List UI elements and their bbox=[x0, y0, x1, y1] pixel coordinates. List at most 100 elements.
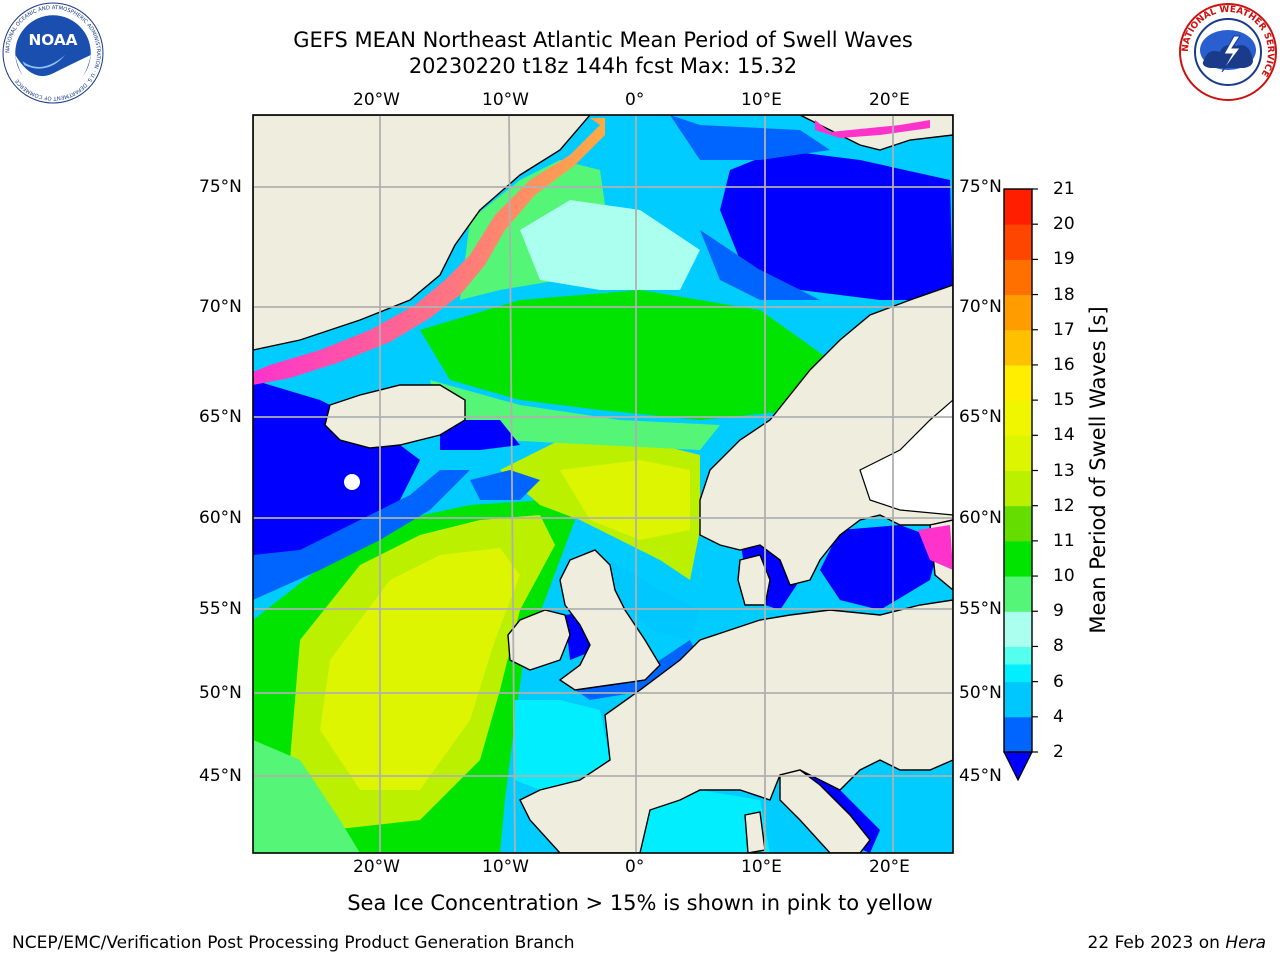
colorbar-tick-label: 4 bbox=[1053, 706, 1064, 727]
colorbar-tick-label: 19 bbox=[1053, 249, 1075, 270]
colorbar-tick-label: 17 bbox=[1053, 319, 1075, 340]
colorbar-bin bbox=[1004, 576, 1032, 612]
colorbar-bin bbox=[1004, 259, 1032, 296]
swell-field-green-band bbox=[253, 740, 360, 853]
lat-label-left-45n: 45°N bbox=[199, 766, 242, 786]
colorbar-label: Mean Period of Swell Waves [s] bbox=[1086, 306, 1110, 634]
colorbar-bin bbox=[1004, 189, 1032, 225]
swell-field-irminger bbox=[253, 380, 420, 560]
colorbar-tick-label: 21 bbox=[1053, 179, 1075, 199]
colorbar-tick-label: 2 bbox=[1053, 742, 1064, 762]
colorbar-bin bbox=[1004, 470, 1032, 507]
land-ireland bbox=[507, 609, 571, 671]
lat-label-right-55n: 55°N bbox=[959, 599, 1002, 619]
land-scandinavia bbox=[699, 284, 953, 586]
swell-field-greenland-sea-light bbox=[520, 200, 700, 290]
colorbar-frame bbox=[1003, 188, 1033, 753]
map-frame bbox=[252, 114, 954, 854]
lat-label-left-70n: 70°N bbox=[199, 297, 242, 317]
colorbar-bin bbox=[1004, 224, 1032, 260]
noaa-logo-text: NOAA bbox=[28, 31, 77, 49]
swell-field-faroe bbox=[470, 470, 540, 500]
lat-label-left-75n: 75°N bbox=[199, 177, 242, 197]
sea-ice-baltic bbox=[918, 525, 953, 570]
lat-label-right-75n: 75°N bbox=[959, 177, 1002, 197]
footer-date-text: 22 Feb 2023 on bbox=[1087, 933, 1226, 953]
swell-field-irminger-edge bbox=[253, 470, 470, 600]
graticule bbox=[253, 115, 953, 853]
swell-field-southern-northsea bbox=[610, 560, 700, 640]
lon-label-bottom-10w: 10°W bbox=[482, 857, 529, 877]
colorbar-tick-label: 8 bbox=[1053, 636, 1064, 657]
lon-label-bottom-0: 0° bbox=[625, 857, 645, 877]
lat-label-left-50n: 50°N bbox=[199, 683, 242, 703]
lon-label-bottom-20e: 20°E bbox=[869, 857, 910, 877]
colorbar-bin bbox=[1004, 540, 1032, 577]
lat-label-right-70n: 70°N bbox=[959, 297, 1002, 317]
lon-label-top-0: 0° bbox=[625, 90, 645, 110]
colorbar-tick-label: 14 bbox=[1053, 425, 1075, 446]
map-subtitle: 20230220 t18z 144h fcst Max: 15.32 bbox=[408, 54, 798, 78]
gulf-of-bothnia bbox=[859, 399, 953, 516]
swell-field-barents-edge bbox=[700, 230, 820, 300]
colorbar-tick-label: 6 bbox=[1053, 671, 1064, 692]
noaa-logo: NOAA NATIONAL OCEANIC AND ATMOSPHERIC AD… bbox=[2, 2, 104, 104]
swell-field-northsea-core bbox=[560, 460, 690, 540]
colorbar-bin bbox=[1004, 400, 1032, 436]
colorbar-bin bbox=[1004, 646, 1032, 665]
colorbar-bin bbox=[1004, 664, 1032, 683]
colorbar-bin bbox=[1004, 435, 1032, 471]
lat-label-left-65n: 65°N bbox=[199, 407, 242, 427]
colorbar-tick-label: 9 bbox=[1053, 601, 1064, 622]
lon-label-top-20e: 20°E bbox=[869, 90, 910, 110]
colorbar-tick-label: 20 bbox=[1053, 214, 1075, 235]
lon-label-bottom-20w: 20°W bbox=[353, 857, 400, 877]
lat-label-left-60n: 60°N bbox=[199, 508, 242, 528]
colorbar-bin bbox=[1004, 611, 1032, 647]
jan-mayen-hole bbox=[344, 474, 360, 490]
colorbar-bin bbox=[1004, 716, 1032, 753]
colorbar bbox=[1004, 188, 1038, 753]
footer-host: Hera bbox=[1225, 933, 1266, 953]
sea-ice-svalbard bbox=[815, 120, 930, 138]
footer-credit: NCEP/EMC/Verification Post Processing Pr… bbox=[12, 933, 575, 953]
lon-label-top-10w: 10°W bbox=[482, 90, 529, 110]
lon-label-bottom-10e: 10°E bbox=[741, 857, 782, 877]
lat-label-left-55n: 55°N bbox=[199, 599, 242, 619]
swell-field-iceland-south bbox=[440, 420, 520, 450]
land-greenland bbox=[253, 115, 591, 351]
colorbar-bin bbox=[1004, 364, 1032, 401]
lat-label-right-65n: 65°N bbox=[959, 407, 1002, 427]
colorbar-tick-label: 11 bbox=[1053, 530, 1075, 551]
sea-ice-note: Sea Ice Concentration > 15% is shown in … bbox=[347, 891, 933, 915]
swell-field-baltic bbox=[820, 525, 940, 610]
swell-field-med-west bbox=[630, 790, 770, 853]
colorbar-tick-label: 18 bbox=[1053, 284, 1075, 305]
land-layer bbox=[253, 115, 953, 853]
swell-field-barents-north bbox=[670, 115, 830, 160]
land-italy bbox=[779, 769, 871, 853]
land-great-britain bbox=[558, 549, 661, 691]
lat-label-right-60n: 60°N bbox=[959, 508, 1002, 528]
colorbar-tick-label: 10 bbox=[1053, 566, 1075, 587]
lon-label-top-20w: 20°W bbox=[353, 90, 400, 110]
lon-label-top-10e: 10°E bbox=[741, 90, 782, 110]
colorbar-tick-label: 15 bbox=[1053, 390, 1075, 411]
colorbar-bin bbox=[1004, 294, 1032, 331]
colorbar-bin bbox=[1004, 681, 1032, 718]
swell-field-biscay bbox=[515, 700, 610, 790]
nws-logo: NATIONAL WEATHER SERVICE bbox=[1179, 3, 1277, 101]
colorbar-tick-label: 13 bbox=[1053, 460, 1075, 481]
colorbar-tick-label: 16 bbox=[1053, 354, 1075, 375]
map-title: GEFS MEAN Northeast Atlantic Mean Period… bbox=[293, 28, 913, 52]
swell-field-norwegian bbox=[420, 290, 830, 420]
colorbar-bin bbox=[1004, 505, 1032, 542]
map-panel bbox=[253, 115, 953, 853]
colorbar-under-triangle bbox=[1003, 751, 1033, 782]
lat-label-right-45n: 45°N bbox=[959, 766, 1002, 786]
footer-date: 22 Feb 2023 on Hera bbox=[1088, 933, 1266, 953]
lat-label-right-50n: 50°N bbox=[959, 683, 1002, 703]
colorbar-tick-label: 12 bbox=[1053, 495, 1075, 516]
colorbar-bin bbox=[1004, 329, 1032, 366]
